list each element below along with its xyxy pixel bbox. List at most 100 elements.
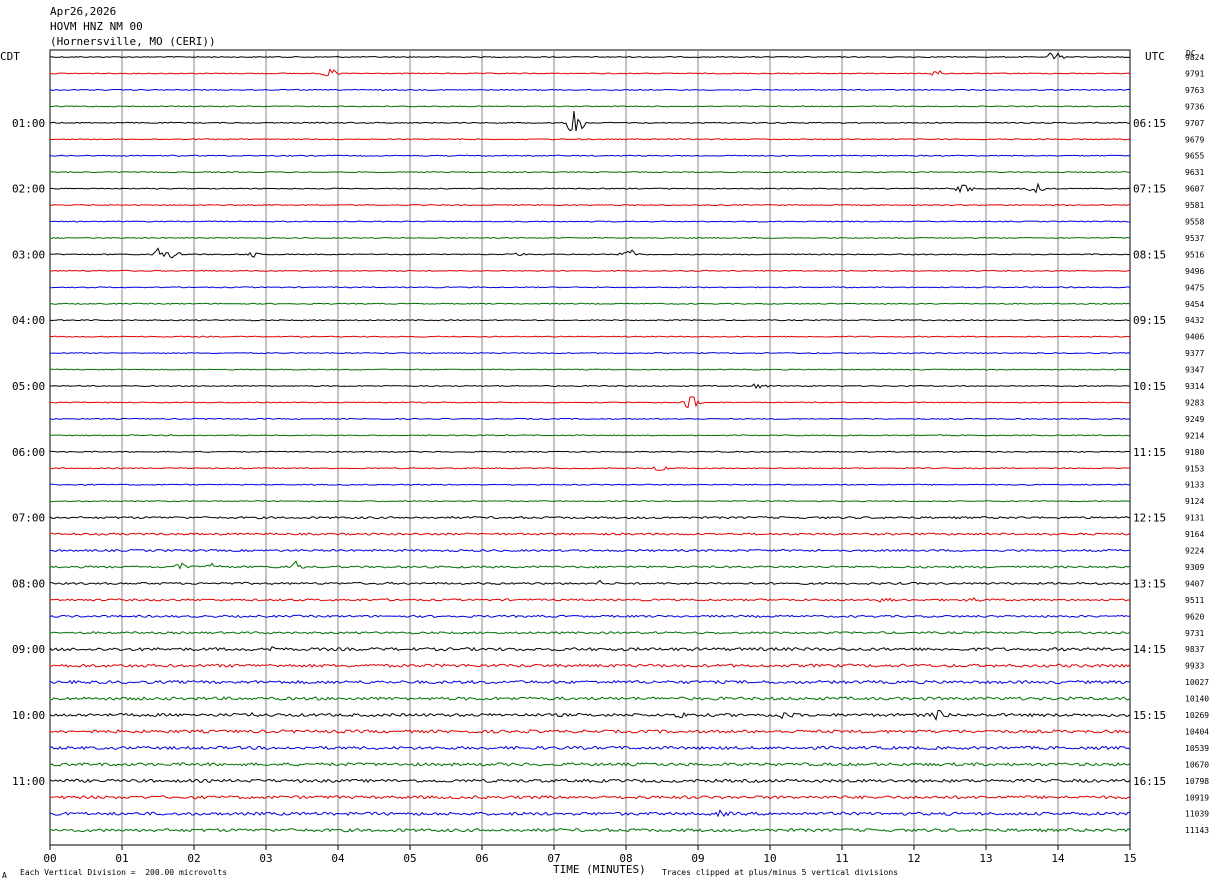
x-tick-label: 10 <box>763 852 776 865</box>
dc-offset-label: 11039 <box>1185 810 1209 819</box>
trace-line <box>49 532 1131 536</box>
trace-line <box>49 679 1131 685</box>
trace-line <box>49 319 1131 322</box>
trace-line <box>49 710 1131 721</box>
x-tick-label: 06 <box>475 852 488 865</box>
dc-offset-label: 10539 <box>1185 744 1209 753</box>
dc-offset-label: 9607 <box>1185 185 1204 194</box>
clip-note: Traces clipped at plus/minus 5 vertical … <box>662 868 899 877</box>
trace-line <box>49 646 1131 652</box>
trace-line <box>49 745 1131 751</box>
dc-offset-label: 9620 <box>1185 612 1204 621</box>
trace-line <box>49 466 1130 471</box>
timezone-left-label: CDT <box>0 50 20 63</box>
header-station: HOVM HNZ NM 00 <box>50 20 143 33</box>
trace-line <box>49 68 1131 77</box>
cdt-hour-label: 04:00 <box>12 314 45 327</box>
x-tick-label: 11 <box>835 852 848 865</box>
x-tick-label: 14 <box>1051 852 1065 865</box>
trace-line <box>49 302 1131 305</box>
trace-line <box>49 500 1131 503</box>
trace-line <box>49 247 1131 259</box>
x-tick-label: 00 <box>43 852 56 865</box>
trace-line <box>49 827 1131 833</box>
dc-offset-label: 9631 <box>1185 168 1204 177</box>
dc-offset-label: 10404 <box>1185 727 1209 736</box>
trace-line <box>49 663 1131 668</box>
x-tick-label: 07 <box>547 852 560 865</box>
x-tick-label: 09 <box>691 852 704 865</box>
dc-offset-label: 9655 <box>1185 152 1204 161</box>
dc-offset-label: 9224 <box>1185 547 1204 556</box>
dc-offset-label: 10269 <box>1185 711 1209 720</box>
utc-hour-label: 13:15 <box>1133 577 1166 590</box>
cdt-hour-label: 10:00 <box>12 709 45 722</box>
trace-line <box>49 596 1131 603</box>
trace-line <box>49 579 1131 586</box>
trace-line <box>49 204 1131 207</box>
trace-line <box>49 778 1131 784</box>
dc-offset-label: 9837 <box>1185 645 1204 654</box>
trace-line <box>49 383 1131 390</box>
header-date: Apr26,2026 <box>50 5 117 18</box>
utc-hour-label: 14:15 <box>1133 643 1166 656</box>
dc-offset-label: 9537 <box>1185 234 1204 243</box>
utc-hour-label: 09:15 <box>1133 314 1166 327</box>
cdt-hour-label: 06:00 <box>12 446 45 459</box>
dc-offset-label: 9731 <box>1185 629 1204 638</box>
trace-line <box>49 450 1131 453</box>
dc-label: DC <box>1186 49 1196 58</box>
cdt-hour-label: 11:00 <box>12 775 45 788</box>
x-tick-label: 13 <box>979 852 992 865</box>
x-tick-label: 01 <box>115 852 128 865</box>
dc-offset-label: 10140 <box>1185 695 1209 704</box>
trace-line <box>49 809 1130 818</box>
trace-line <box>49 696 1131 701</box>
dc-offset-label: 9309 <box>1185 563 1204 572</box>
dc-offset-label: 9736 <box>1185 102 1204 111</box>
trace-line <box>49 52 1131 60</box>
dc-offset-label: 9511 <box>1185 596 1204 605</box>
dc-offset-label: 10670 <box>1185 760 1209 769</box>
utc-hour-label: 06:15 <box>1133 117 1166 130</box>
x-tick-label: 05 <box>403 852 416 865</box>
trace-line <box>49 417 1131 420</box>
x-tick-label: 03 <box>259 852 272 865</box>
dc-offset-label: 9824 <box>1185 53 1204 62</box>
x-tick-label: 12 <box>907 852 920 865</box>
cdt-hour-label: 03:00 <box>12 248 45 261</box>
trace-line <box>49 729 1130 734</box>
scale-note: Each Vertical Division = 200.00 microvol… <box>20 868 228 877</box>
dc-offset-label: 9124 <box>1185 497 1204 506</box>
trace-line <box>49 396 1131 409</box>
dc-offset-label: 10798 <box>1185 777 1209 786</box>
trace-line <box>49 88 1131 91</box>
trace-line <box>49 631 1131 635</box>
dc-offset-label: 9791 <box>1185 70 1204 79</box>
dc-offset-label: 9407 <box>1185 579 1204 588</box>
utc-hour-label: 11:15 <box>1133 446 1166 459</box>
trace-line <box>49 154 1131 157</box>
x-axis-title: TIME (MINUTES) <box>553 863 646 876</box>
trace-line <box>49 286 1131 289</box>
dc-offset-label: 9475 <box>1185 283 1204 292</box>
trace-line <box>49 368 1131 371</box>
dc-offset-label: 9133 <box>1185 481 1204 490</box>
trace-line <box>49 614 1130 618</box>
dc-offset-label: 9496 <box>1185 267 1204 276</box>
trace-line <box>49 138 1131 141</box>
trace-line <box>49 560 1131 570</box>
dc-offset-label: 9558 <box>1185 218 1204 227</box>
trace-line <box>50 220 1131 223</box>
dc-offset-label: 9180 <box>1185 448 1204 457</box>
timezone-right-label: UTC <box>1145 50 1165 63</box>
cdt-hour-label: 02:00 <box>12 183 45 196</box>
dc-offset-label: 10027 <box>1185 678 1209 687</box>
trace-line <box>49 483 1131 486</box>
dc-offset-label: 9214 <box>1185 431 1204 440</box>
dc-offset-label: 9347 <box>1185 366 1204 375</box>
dc-offset-label: 9153 <box>1185 464 1204 473</box>
trace-line <box>49 352 1131 355</box>
dc-offset-label: 10919 <box>1185 793 1209 802</box>
